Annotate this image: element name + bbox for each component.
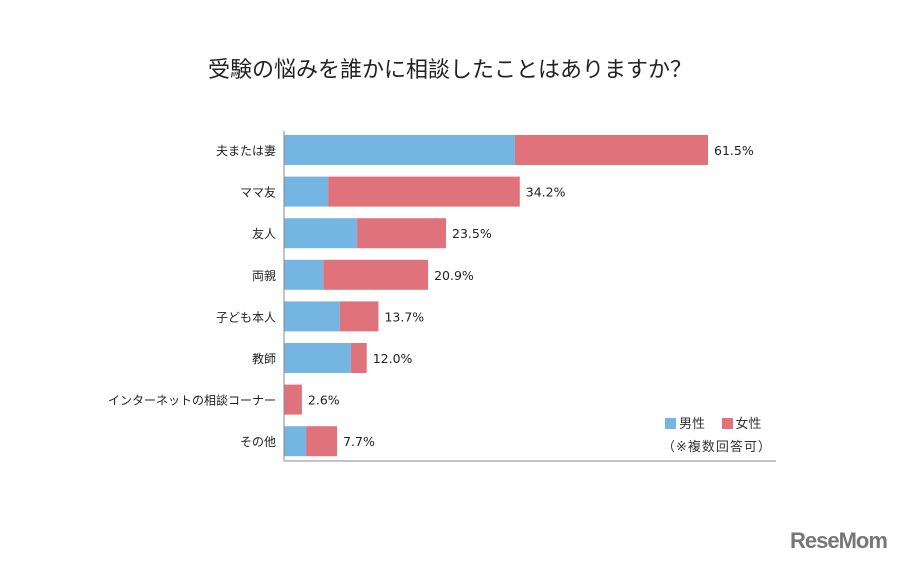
bar-male [284, 343, 351, 373]
bar-male [284, 259, 324, 290]
category-label: 子ども本人 [216, 310, 276, 324]
legend-swatch-male [665, 418, 676, 429]
data-label: 12.0% [373, 351, 413, 366]
bar-female [284, 384, 302, 415]
category-label: 友人 [252, 227, 276, 241]
chart-title: 受験の悩みを誰かに相談したことはありますか？ [207, 58, 692, 83]
data-label: 61.5% [714, 143, 754, 158]
legend-label-male: 男性 [679, 417, 706, 432]
legend: 男性 女性 [665, 413, 762, 432]
bar-male [284, 176, 329, 207]
legend-label-female: 女性 [735, 417, 762, 432]
category-label: その他 [240, 435, 276, 449]
bar-female [306, 426, 338, 457]
bar-female [357, 218, 447, 249]
bar-male [284, 301, 340, 332]
bar-female [350, 343, 367, 373]
bar-female [339, 301, 379, 332]
data-label: 23.5% [452, 226, 492, 241]
category-label: 両親 [252, 269, 276, 283]
bar-female [514, 135, 708, 165]
bar-male [284, 135, 515, 165]
data-label: 2.6% [308, 393, 340, 408]
chart-note: （※複数回答可） [662, 440, 772, 455]
data-label: 34.2% [526, 185, 566, 200]
category-label: インターネットの相談コーナー [108, 393, 276, 408]
bar-female [323, 259, 429, 290]
data-label: 7.7% [343, 434, 375, 449]
legend-swatch-female [721, 418, 733, 429]
bar-male [284, 426, 307, 457]
bar-female [328, 176, 520, 207]
category-label: ママ友 [240, 186, 276, 200]
data-label: 13.7% [384, 309, 424, 324]
category-label: 夫または妻 [216, 144, 276, 158]
logo: ReseMom [790, 528, 888, 553]
category-label: 教師 [252, 351, 276, 366]
data-label: 20.9% [434, 268, 474, 283]
bar-male [284, 218, 358, 249]
